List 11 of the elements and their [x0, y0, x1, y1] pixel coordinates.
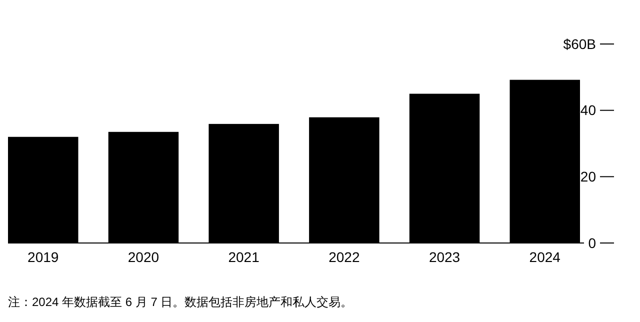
y-tick-label: 40 [580, 102, 596, 118]
x-tick-label: 2024 [529, 249, 561, 265]
x-tick-label: 2021 [228, 249, 260, 265]
x-tick-label: 2020 [128, 249, 160, 265]
text: 注：2024 年数据截至 6 月 7 日。数据包括非房地产和私人交易。 [8, 295, 353, 309]
x-tick-label: 2022 [328, 249, 360, 265]
x-tick-label: 2019 [28, 249, 59, 265]
x-tick-label: 2023 [428, 249, 460, 265]
y-tick-label: $60B [563, 36, 596, 52]
y-tick-label: 0 [588, 234, 596, 251]
y-tick-label: 20 [580, 168, 596, 185]
